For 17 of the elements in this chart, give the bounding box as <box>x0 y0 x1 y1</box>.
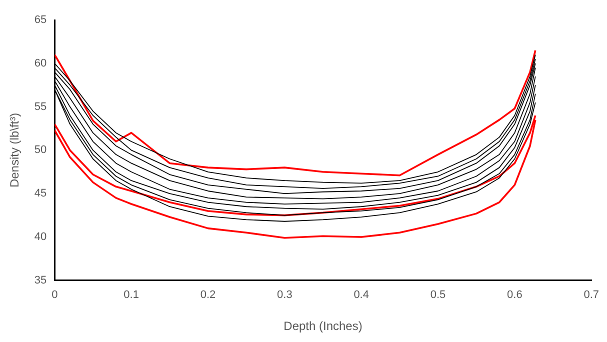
x-tick-label: 0.5 <box>430 289 446 302</box>
y-tick-label: 50 <box>34 144 47 156</box>
x-tick-label: 0.3 <box>277 289 292 302</box>
x-tick-label: 0.1 <box>124 289 139 302</box>
x-tick-label: 0.6 <box>507 289 522 302</box>
y-tick-label: 55 <box>34 100 47 113</box>
x-tick-label: 0.4 <box>354 289 369 302</box>
x-tick-label: 0 <box>52 289 58 302</box>
x-tick-label: 0.7 <box>584 289 600 302</box>
y-axis-title: Density (lb\ft³) <box>8 112 22 188</box>
y-tick-label: 45 <box>34 188 47 200</box>
x-axis-title: Depth (Inches) <box>284 319 362 334</box>
x-tick-label: 0.2 <box>200 289 216 302</box>
y-tick-label: 65 <box>34 14 47 26</box>
y-tick-label: 60 <box>34 57 47 70</box>
y-tick-label: 40 <box>34 231 47 244</box>
y-tick-label: 35 <box>34 274 47 286</box>
